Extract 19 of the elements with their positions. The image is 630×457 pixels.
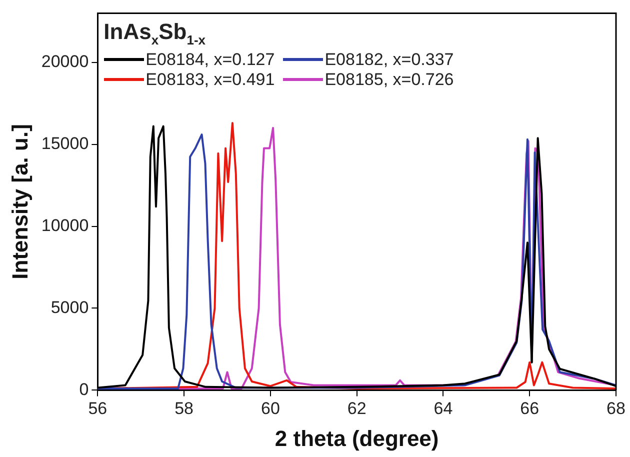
legend-label: E08182, x=0.337 — [324, 50, 454, 70]
x-tick-label: 66 — [520, 399, 540, 418]
x-tick-label: 60 — [260, 399, 280, 418]
legend-label: E08184, x=0.127 — [146, 50, 275, 70]
x-tick-label: 68 — [606, 399, 626, 418]
y-tick-label: 15000 — [41, 134, 89, 154]
y-tick-label: 20000 — [41, 52, 89, 72]
x-axis-title: 2 theta (degree) — [274, 426, 439, 451]
legend-label: E08185, x=0.726 — [324, 70, 454, 90]
legend-title: InAs$_{x}$Sb$_{1-x}$ — [104, 19, 207, 48]
y-tick-label: 10000 — [41, 216, 89, 235]
legend-label: E08183, x=0.491 — [146, 70, 275, 90]
x-tick-label: 62 — [347, 399, 366, 418]
x-tick-label: 56 — [88, 399, 108, 418]
y-tick-label: 5000 — [50, 298, 89, 317]
x-tick-label: 58 — [174, 399, 194, 418]
y-tick-label: 0 — [79, 380, 89, 399]
y-axis-title: Intensity [a. u.] — [7, 124, 32, 280]
x-tick-label: 64 — [434, 399, 453, 418]
